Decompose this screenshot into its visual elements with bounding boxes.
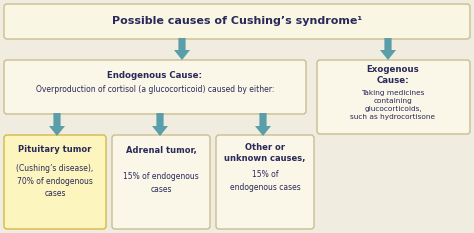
Text: 15% of endogenous
cases: 15% of endogenous cases <box>123 172 199 194</box>
FancyBboxPatch shape <box>4 135 106 229</box>
FancyBboxPatch shape <box>216 135 314 229</box>
Polygon shape <box>174 38 190 60</box>
FancyBboxPatch shape <box>4 4 470 39</box>
Text: Endogenous Cause:: Endogenous Cause: <box>108 72 202 80</box>
Text: Taking medicines
containing
glucocorticoids,
such as hydrocortisone: Taking medicines containing glucocortico… <box>350 90 436 120</box>
Text: 15% of
endogenous cases: 15% of endogenous cases <box>229 170 301 192</box>
Polygon shape <box>49 113 65 136</box>
Polygon shape <box>152 113 168 136</box>
Polygon shape <box>255 113 271 136</box>
FancyBboxPatch shape <box>112 135 210 229</box>
Text: (Cushing’s disease),
70% of endogenous
cases: (Cushing’s disease), 70% of endogenous c… <box>17 164 94 198</box>
Text: Possible causes of Cushing’s syndrome¹: Possible causes of Cushing’s syndrome¹ <box>112 16 362 26</box>
Text: Adrenal tumor,: Adrenal tumor, <box>126 145 196 154</box>
Polygon shape <box>380 38 396 60</box>
Text: Other or
unknown causes,: Other or unknown causes, <box>224 143 306 163</box>
Text: Exogenous
Cause:: Exogenous Cause: <box>366 65 419 85</box>
Text: Pituitary tumor: Pituitary tumor <box>18 145 91 154</box>
FancyBboxPatch shape <box>4 60 306 114</box>
FancyBboxPatch shape <box>317 60 470 134</box>
Text: Overproduction of cortisol (a glucocorticoid) caused by either:: Overproduction of cortisol (a glucocorti… <box>36 86 274 95</box>
